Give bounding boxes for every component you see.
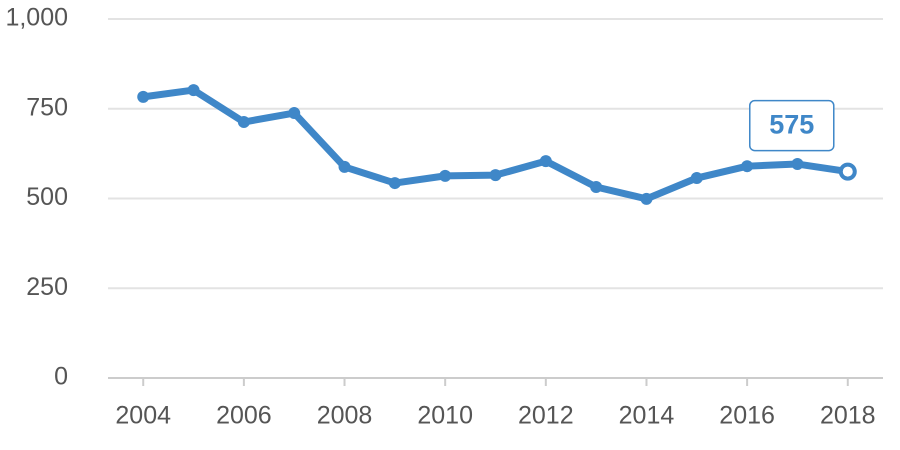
- data-label: 575: [769, 110, 814, 140]
- y-tick-label: 500: [26, 183, 68, 211]
- point: [791, 158, 804, 171]
- x-tick-label: 2014: [619, 402, 675, 430]
- line: [139, 86, 852, 203]
- x-tick-label: 2008: [317, 402, 373, 430]
- x-tick-label: 2004: [115, 402, 171, 430]
- point: [741, 160, 754, 173]
- y-tick-label: 250: [26, 273, 68, 301]
- point: [237, 116, 250, 129]
- y-tick-label: 1,000: [5, 4, 68, 32]
- y-tick-label: 0: [54, 363, 68, 391]
- x-tick-label: 2012: [518, 402, 574, 430]
- point: [590, 181, 603, 194]
- point: [838, 162, 857, 181]
- point: [338, 160, 351, 173]
- point: [640, 192, 653, 205]
- x-tick-label: 2010: [417, 402, 473, 430]
- x-tick-label: 2016: [719, 402, 775, 430]
- point: [137, 90, 150, 103]
- point: [288, 107, 301, 120]
- point: [439, 169, 452, 182]
- point: [690, 172, 703, 185]
- point: [539, 155, 552, 168]
- x-tick-label: 2018: [820, 402, 876, 430]
- point: [187, 84, 200, 97]
- y-tick-label: 750: [26, 93, 68, 121]
- x-tick-label: 2006: [216, 402, 272, 430]
- point: [489, 169, 502, 182]
- point: [388, 177, 401, 190]
- label-box: [749, 99, 835, 152]
